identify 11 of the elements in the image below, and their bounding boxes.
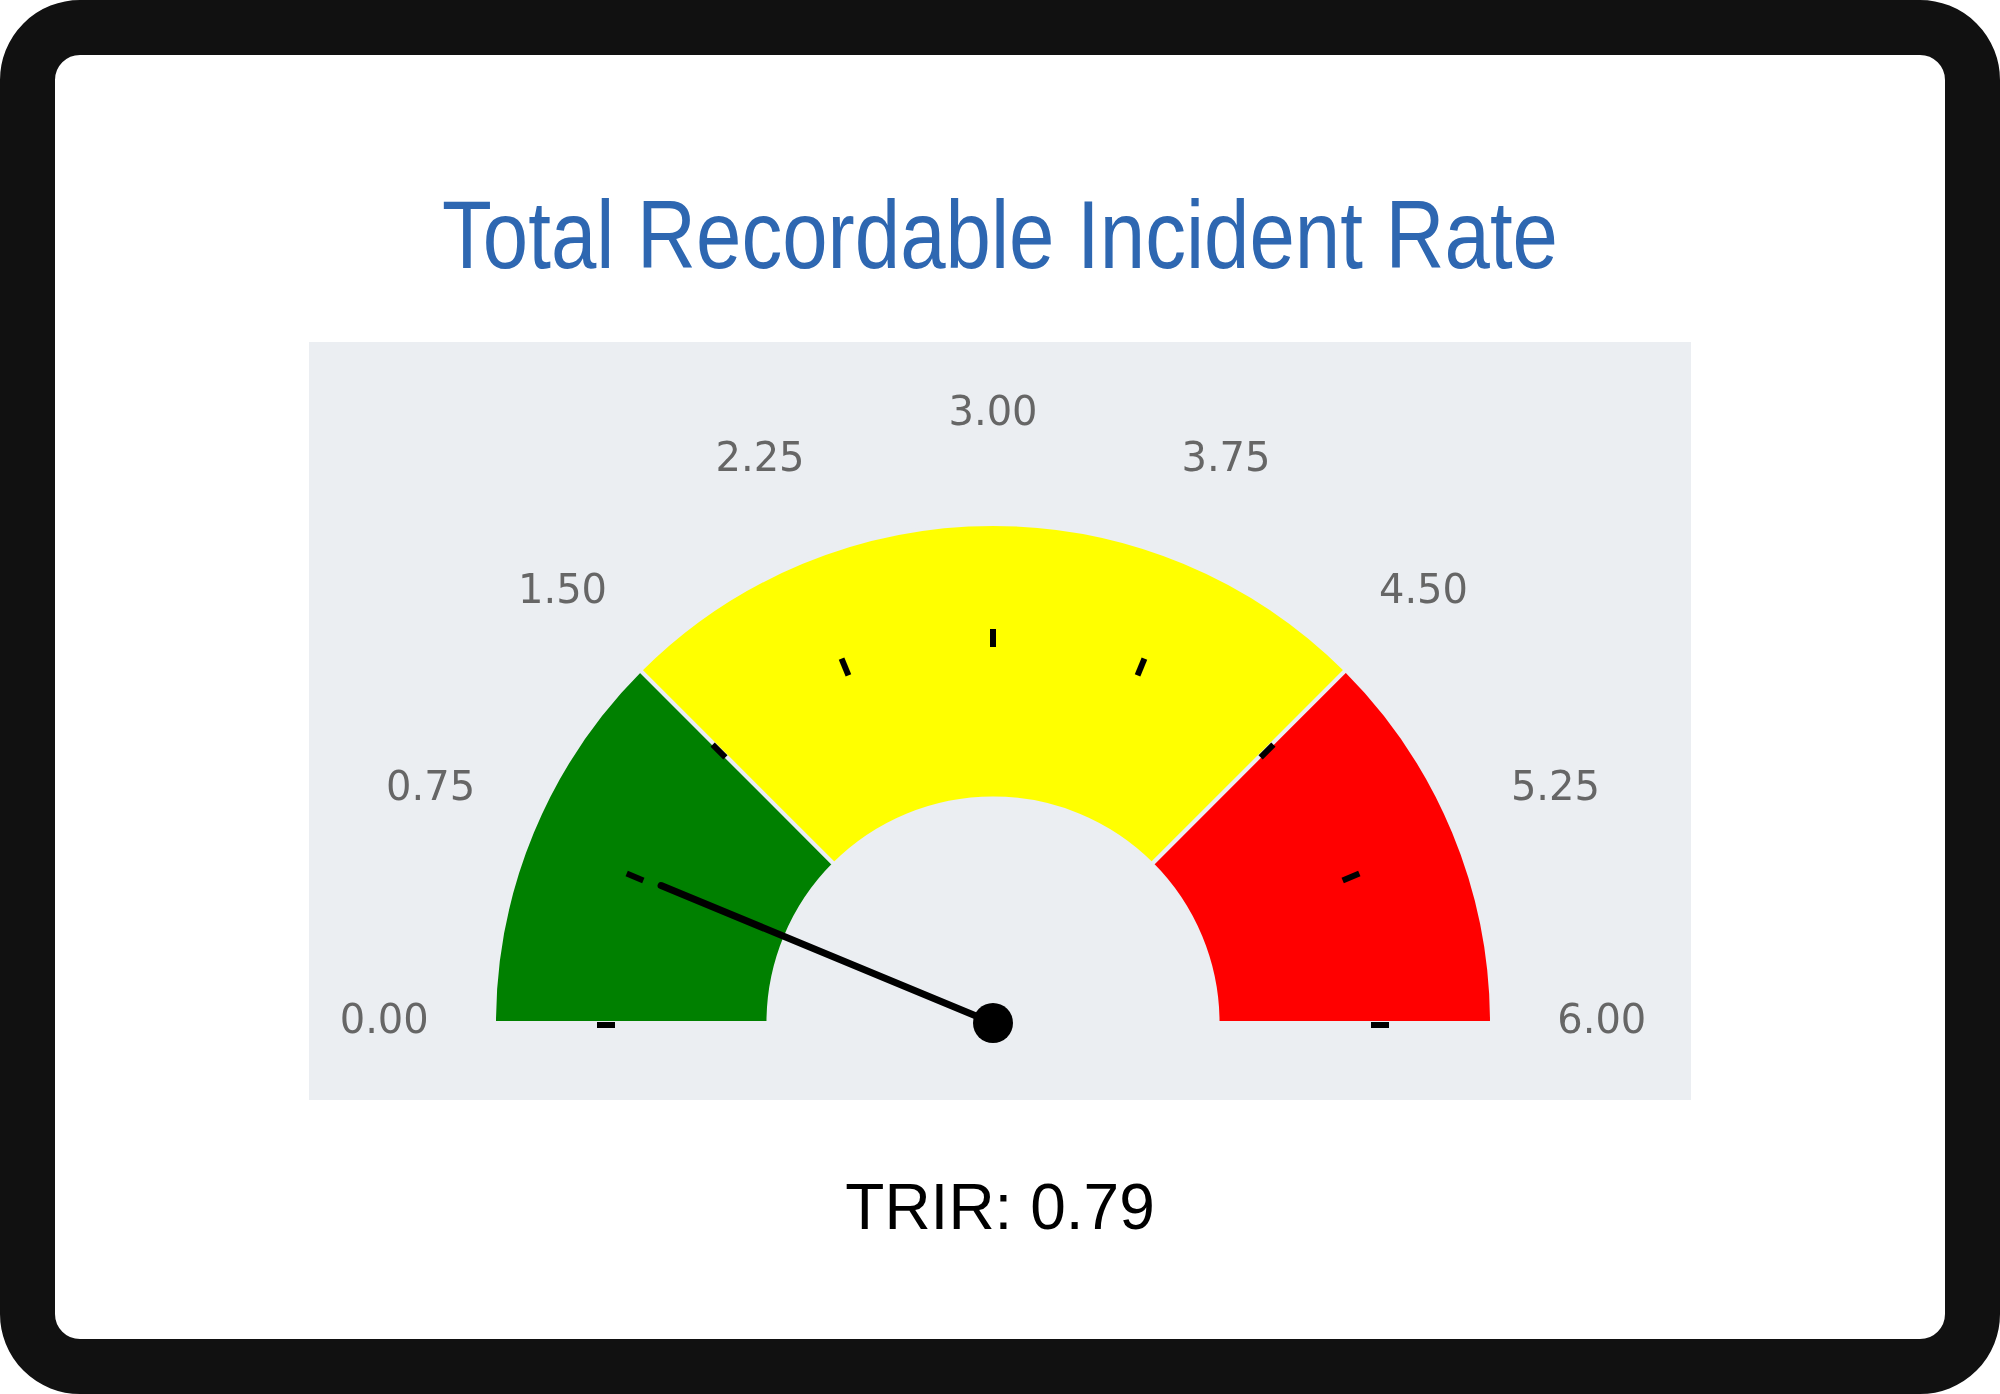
text: 3.00 [948, 387, 1038, 434]
text: 0.75 [386, 763, 476, 810]
text: 1.50 [518, 565, 608, 612]
text: 4.50 [1378, 565, 1468, 612]
text: 6.00 [1557, 996, 1647, 1043]
text: 2.25 [715, 433, 805, 480]
text: 3.75 [1181, 433, 1271, 480]
text: 0.00 [339, 996, 429, 1043]
text: TRIR: 0.79 [844, 1170, 1156, 1244]
chart-title: Total Recordable Incident Rate [441, 180, 1559, 290]
text: 5.25 [1510, 763, 1600, 810]
